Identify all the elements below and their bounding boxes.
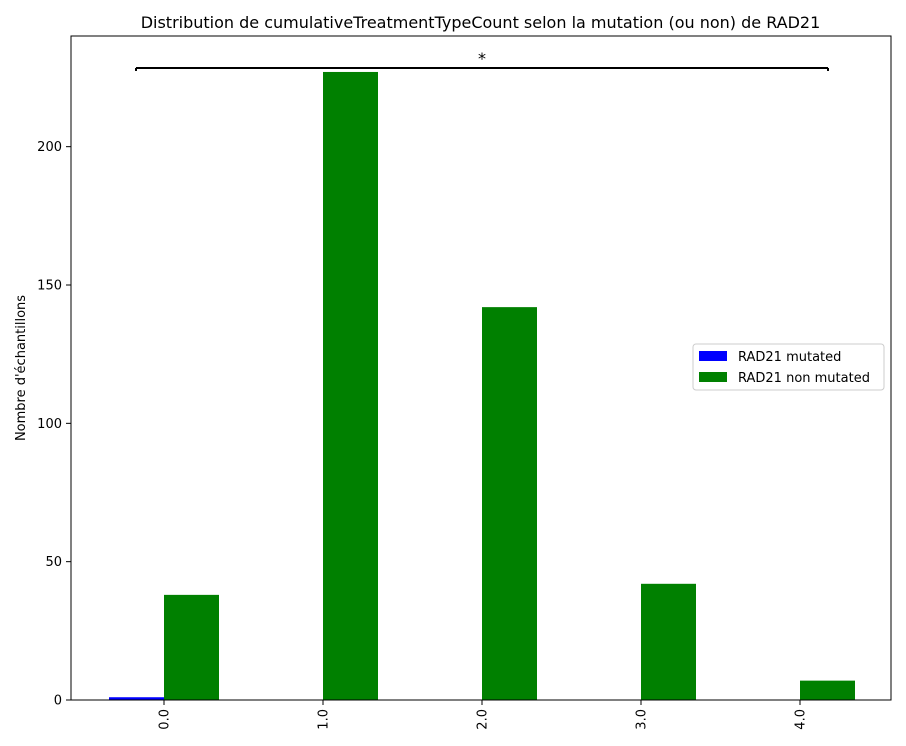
x-tick-label-1.0: 1.0: [317, 709, 332, 730]
bar-non-mutated-1.0: [323, 71, 378, 700]
legend-label-mutated: RAD21 mutated: [738, 350, 841, 365]
bar-non-mutated-0.0: [164, 594, 219, 700]
legend-box: [692, 343, 885, 391]
bar-non-mutated-2.0: [482, 307, 537, 700]
legend-swatch-non-mutated: [699, 372, 727, 382]
y-tick-label-50: 50: [45, 555, 62, 570]
bar-mutated-0.0: [109, 697, 164, 700]
legend: RAD21 mutated RAD21 non mutated: [692, 343, 885, 391]
chart-title: Distribution de cumulativeTreatmentTypeC…: [141, 13, 821, 32]
x-tick-label-0.0: 0.0: [158, 709, 173, 730]
legend-label-non-mutated: RAD21 non mutated: [738, 371, 870, 386]
y-axis-label: Nombre d'échantillons: [14, 295, 29, 441]
bar-non-mutated-4.0: [800, 680, 855, 700]
plot-frame: [70, 35, 892, 701]
y-axis-ticks: 0 50 100 150 200: [37, 140, 71, 709]
y-tick-label-150: 150: [37, 279, 62, 294]
legend-swatch-mutated: [699, 351, 727, 361]
y-tick-label-100: 100: [37, 417, 62, 432]
significance-bracket: *: [135, 49, 829, 71]
x-tick-label-2.0: 2.0: [476, 709, 491, 730]
x-tick-label-4.0: 4.0: [794, 709, 809, 730]
significance-marker: *: [478, 49, 486, 68]
x-tick-label-3.0: 3.0: [635, 709, 650, 730]
bars-group: [109, 71, 855, 700]
y-tick-label-0: 0: [54, 694, 62, 709]
y-tick-label-200: 200: [37, 140, 62, 155]
bar-non-mutated-3.0: [641, 583, 696, 700]
x-axis-ticks: 0.0 1.0 2.0 3.0 4.0: [158, 700, 809, 730]
